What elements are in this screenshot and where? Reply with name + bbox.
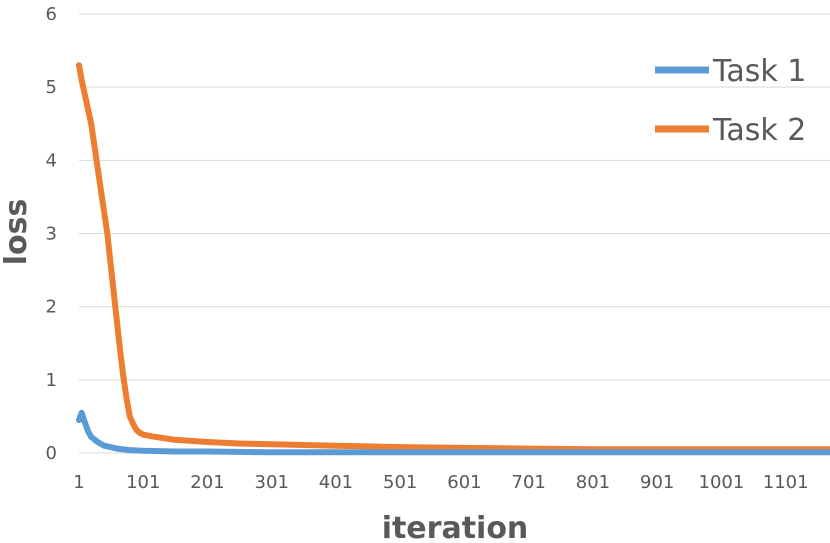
x-axis-label: iteration bbox=[382, 511, 529, 543]
y-tick-label: 1 bbox=[46, 370, 57, 391]
x-tick-label: 901 bbox=[640, 472, 674, 493]
y-tick-label: 5 bbox=[46, 77, 57, 98]
series-lines bbox=[76, 62, 830, 456]
x-tick-label: 501 bbox=[383, 472, 417, 493]
y-tick-label: 2 bbox=[46, 297, 57, 318]
legend-label-task-1: Task 1 bbox=[712, 54, 806, 89]
x-tick-label: 201 bbox=[190, 472, 224, 493]
grid bbox=[79, 13, 830, 454]
series-line-task-1 bbox=[76, 409, 830, 456]
x-tick-label: 1 bbox=[73, 472, 84, 493]
x-tick-label: 1001 bbox=[699, 472, 745, 493]
y-tick-label: 0 bbox=[46, 443, 57, 464]
x-tick-label: 1101 bbox=[763, 472, 809, 493]
y-tick-label: 6 bbox=[46, 4, 57, 25]
y-axis-ticks: 0 1 2 3 4 5 6 bbox=[46, 4, 57, 464]
y-tick-label: 4 bbox=[46, 150, 57, 171]
x-tick-label: 801 bbox=[576, 472, 610, 493]
legend-label-task-2: Task 2 bbox=[712, 113, 806, 148]
x-tick-label: 601 bbox=[447, 472, 481, 493]
x-tick-label: 401 bbox=[319, 472, 353, 493]
x-tick-label: 301 bbox=[255, 472, 289, 493]
series-line-task-2 bbox=[76, 62, 830, 453]
x-tick-label: 701 bbox=[512, 472, 546, 493]
y-tick-label: 3 bbox=[46, 224, 57, 245]
legend: Task 1 Task 2 bbox=[655, 54, 806, 148]
x-tick-label: 101 bbox=[126, 472, 160, 493]
x-axis-ticks: 1 101 201 301 401 501 601 701 801 901 1001 1101 bbox=[73, 472, 808, 493]
y-axis-label: loss bbox=[0, 199, 34, 266]
